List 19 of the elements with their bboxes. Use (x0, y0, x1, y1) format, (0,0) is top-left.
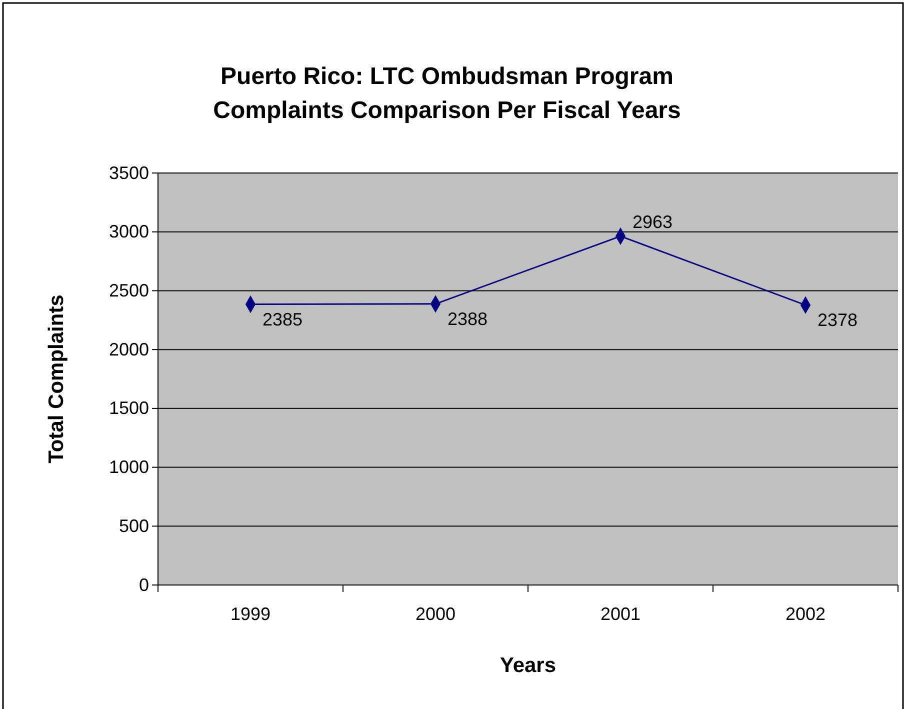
data-label: 2388 (448, 308, 488, 329)
x-tick-label: 2000 (415, 604, 456, 624)
chart-title: Puerto Rico: LTC Ombudsman Program Complaints Comparison Per Fiscal Years (213, 63, 681, 124)
y-axis-title: Total Complaints (45, 294, 68, 464)
y-tick-label: 1500 (108, 398, 149, 418)
y-tick-label: 0 (138, 574, 149, 595)
y-tick-label: 2000 (108, 339, 149, 360)
x-tick-label: 1999 (230, 604, 271, 624)
x-axis-title: Years (500, 654, 556, 677)
data-label: 2963 (632, 212, 673, 232)
y-tick-label: 500 (118, 516, 149, 536)
y-tick-label: 3000 (108, 222, 149, 242)
y-tick-label: 2500 (108, 280, 149, 300)
y-tick-label: 1000 (108, 457, 149, 478)
data-label: 2385 (262, 309, 303, 330)
x-tick-label: 2001 (600, 604, 641, 624)
x-tick-label: 2002 (785, 604, 826, 624)
data-label: 2378 (818, 310, 858, 330)
y-tick-label: 3500 (108, 162, 149, 183)
